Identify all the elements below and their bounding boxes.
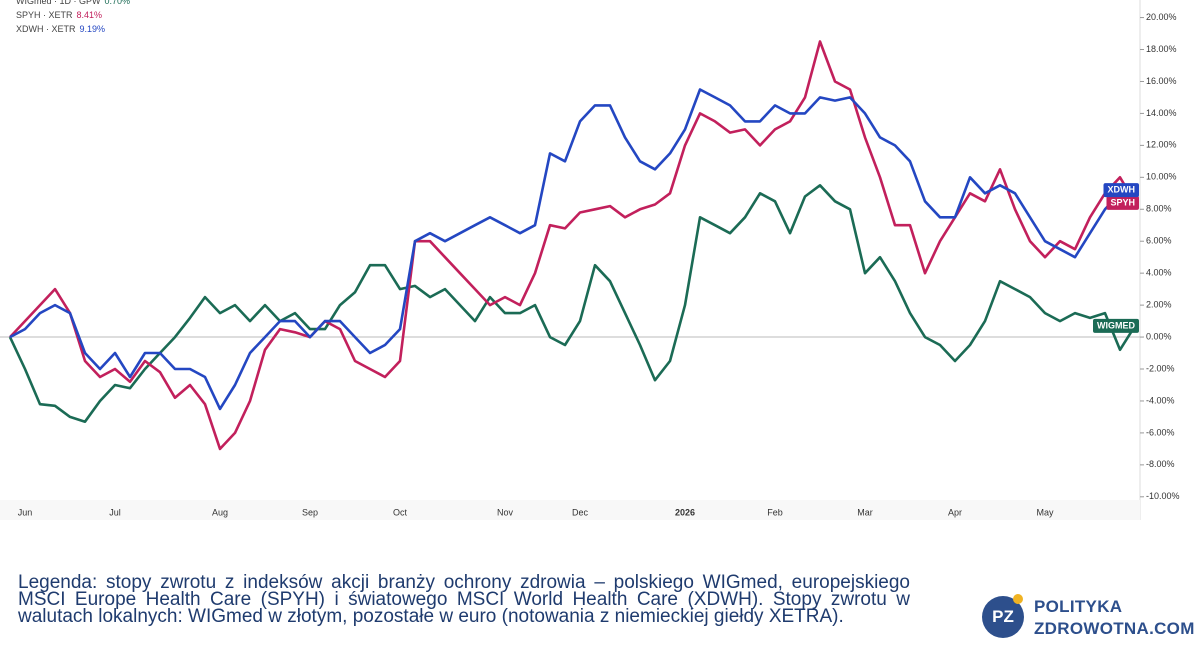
end-label-box xyxy=(1093,318,1139,333)
end-label-box xyxy=(1103,183,1139,198)
y-tick-label: 0.00% xyxy=(1146,331,1172,341)
x-tick-label: Aug xyxy=(212,507,228,517)
series-line xyxy=(8,184,1137,423)
y-tick-label: 16.00% xyxy=(1146,76,1177,86)
y-tick-label: 12.00% xyxy=(1146,140,1177,150)
x-tick-label: Sep xyxy=(302,507,318,517)
logo: PZ POLITYKA ZDROWOTNA.COM xyxy=(982,594,1195,642)
y-tick-label: 4.00% xyxy=(1146,268,1172,278)
logo-dot xyxy=(1013,594,1023,604)
logo-line: POLITYKA xyxy=(1034,597,1123,616)
y-tick-label: 6.00% xyxy=(1146,236,1172,246)
series-line xyxy=(9,40,1137,451)
end-label-text: WIGMED xyxy=(1097,320,1135,330)
x-tick-label: May xyxy=(1036,507,1054,517)
legend-value: 8.41% xyxy=(77,10,103,20)
series-line xyxy=(9,88,1136,411)
end-label-box xyxy=(1106,195,1139,210)
end-label: SPYH xyxy=(1106,195,1139,210)
end-label-text: SPYH xyxy=(1110,197,1135,207)
x-tick-label: Feb xyxy=(767,507,783,517)
legend-entry: XDWH · XETR 9.19% xyxy=(16,24,105,34)
y-tick-label: 14.00% xyxy=(1146,108,1177,118)
end-label-text: XDWH xyxy=(1108,184,1136,194)
legend-name: SPYH · XETR xyxy=(16,10,73,20)
x-tick-label: Apr xyxy=(948,507,962,517)
legend-value: 9.19% xyxy=(80,24,106,34)
y-tick-label: -2.00% xyxy=(1146,363,1175,373)
legend-name: XDWH · XETR xyxy=(16,24,76,34)
y-tick-label: 18.00% xyxy=(1146,44,1177,54)
x-tick-label: Jun xyxy=(18,507,33,517)
end-label: WIGMED xyxy=(1093,318,1139,333)
y-tick-label: -4.00% xyxy=(1146,395,1175,405)
x-tick-label: 2026 xyxy=(675,507,695,517)
legend-value: 0.70% xyxy=(105,0,131,6)
y-tick-label: -8.00% xyxy=(1146,459,1175,469)
x-tick-label: Oct xyxy=(393,507,408,517)
chart: 20.00% 18.00% 16.00% 14.00% 12.00% 10.00% 8.00… xyxy=(0,0,1180,520)
caption: Legenda: stopy zwrotu z indeksów akcji b… xyxy=(18,572,910,627)
x-tick-label: Nov xyxy=(497,507,514,517)
x-tick-label: Dec xyxy=(572,507,589,517)
y-tick-label: 10.00% xyxy=(1146,172,1177,182)
x-axis-strip xyxy=(0,500,1140,520)
legend-entry: WIGmed · 1D · GPW 0.70% xyxy=(16,0,130,6)
legend-entry: SPYH · XETR 8.41% xyxy=(16,10,102,20)
y-tick-label: 8.00% xyxy=(1146,204,1172,214)
y-tick-label: 2.00% xyxy=(1146,299,1172,309)
logo-line: ZDROWOTNA.COM xyxy=(1034,619,1195,638)
y-tick-label: 20.00% xyxy=(1146,12,1177,22)
y-tick-label: -6.00% xyxy=(1146,427,1175,437)
y-tick-label: -10.00% xyxy=(1146,491,1180,501)
x-tick-label: Mar xyxy=(857,507,873,517)
end-label: XDWH xyxy=(1103,183,1139,198)
legend-name: WIGmed · 1D · GPW xyxy=(16,0,101,6)
x-tick-label: Jul xyxy=(109,507,121,517)
